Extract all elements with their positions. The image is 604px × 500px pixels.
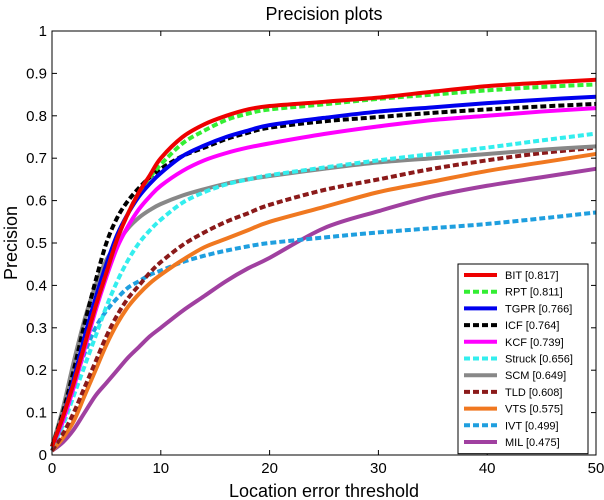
x-tick-label: 10	[152, 460, 169, 477]
axis-ticks: 0 10 20 30 40 50 0 0.1 0.2 0.3 0.4 0.5 0.6 0.7 0.8 0.9 1	[26, 23, 604, 477]
y-tick-label: 0.4	[26, 277, 47, 294]
legend-box	[457, 263, 589, 455]
legend-label-icf: ICF [0.764]	[505, 320, 559, 332]
legend-label-tgpr: TGPR [0.766]	[505, 303, 572, 315]
x-tick-label: 20	[261, 460, 278, 477]
legend-label-bit: BIT [0.817]	[505, 270, 559, 282]
y-tick-label: 0	[39, 447, 47, 464]
y-tick-label: 0.3	[26, 320, 47, 337]
y-tick-label: 0.8	[26, 108, 47, 125]
chart-title: Precision plots	[265, 4, 382, 24]
legend-label-tld: TLD [0.608]	[505, 387, 562, 399]
legend-label-kcf: KCF [0.739]	[505, 337, 564, 349]
y-tick-label: 0.6	[26, 193, 47, 210]
legend-label-scm: SCM [0.649]	[505, 370, 566, 382]
y-axis-label: Precision	[1, 206, 21, 280]
x-tick-label: 50	[588, 460, 604, 477]
series-line-mil	[50, 166, 597, 453]
y-tick-label: 0.1	[26, 405, 47, 422]
x-tick-label: 40	[479, 460, 496, 477]
series-line-tld	[50, 145, 597, 452]
y-tick-label: 0.2	[26, 362, 47, 379]
y-tick-label: 0.9	[26, 65, 47, 82]
series-line-tgpr	[50, 94, 597, 448]
legend-label-vts: VTS [0.575]	[505, 404, 563, 416]
x-axis-label: Location error threshold	[229, 481, 419, 500]
plot-frame	[51, 30, 597, 456]
series-lines	[50, 77, 597, 453]
legend: BIT [0.817] RPT [0.811] TGPR [0.766] ICF [0…	[457, 263, 589, 455]
legend-label-mil: MIL [0.475]	[505, 437, 560, 449]
series-line-bit	[50, 77, 597, 448]
series-line-scm	[50, 144, 597, 448]
y-tick-label: 0.7	[26, 150, 47, 167]
series-line-vts	[50, 151, 597, 453]
y-tick-label: 1	[39, 23, 47, 40]
x-tick-label: 30	[370, 460, 387, 477]
y-tick-label: 0.5	[26, 235, 47, 252]
series-line-struck	[50, 131, 597, 448]
legend-label-struck: Struck [0.656]	[505, 354, 573, 366]
legend-label-ivt: IVT [0.499]	[505, 420, 559, 432]
x-tick-label: 0	[48, 460, 56, 477]
legend-label-rpt: RPT [0.811]	[505, 287, 563, 299]
